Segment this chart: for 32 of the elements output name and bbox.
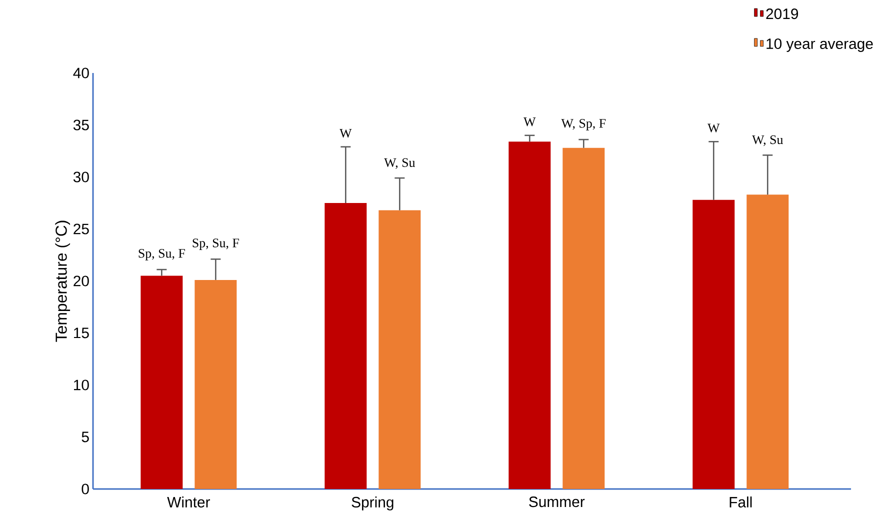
bar bbox=[746, 194, 789, 489]
x-tick-label: Fall bbox=[730, 496, 752, 508]
legend-label: 10 year average bbox=[766, 38, 873, 52]
y-tick-label: 30 bbox=[73, 172, 89, 182]
x-tick-label: Spring bbox=[352, 496, 394, 510]
y-tick-label: 0 bbox=[82, 484, 89, 494]
bar bbox=[194, 280, 237, 489]
y-tick-label: 40 bbox=[73, 68, 89, 78]
annotation: W, Sp, F bbox=[561, 119, 606, 130]
annotation: Sp, Su, F bbox=[138, 249, 185, 260]
annotation: W bbox=[524, 118, 536, 126]
annotation: W, Su bbox=[752, 135, 783, 146]
y-tick-label: 20 bbox=[74, 276, 89, 286]
annotation: W, Su bbox=[384, 158, 416, 169]
legend-label: 2019 bbox=[766, 8, 798, 20]
y-tick-label: 10 bbox=[74, 380, 89, 390]
y-tick-label: 5 bbox=[82, 432, 89, 442]
bar bbox=[692, 200, 735, 489]
annotation: W bbox=[340, 128, 352, 138]
y-tick-label: 15 bbox=[74, 328, 89, 338]
x-tick-label: Winter bbox=[167, 496, 210, 508]
bar bbox=[140, 276, 183, 489]
y-axis-title: Temperature (°C) bbox=[55, 220, 70, 342]
annotation: Sp, Su, F bbox=[192, 238, 239, 250]
bar bbox=[508, 142, 551, 489]
annotation: W bbox=[708, 124, 720, 132]
x-tick-label: Summer bbox=[529, 496, 585, 508]
bar bbox=[378, 210, 421, 489]
bar bbox=[562, 148, 605, 489]
y-tick-label: 25 bbox=[74, 224, 89, 234]
y-tick-label: 35 bbox=[73, 120, 89, 130]
bar bbox=[324, 202, 367, 489]
